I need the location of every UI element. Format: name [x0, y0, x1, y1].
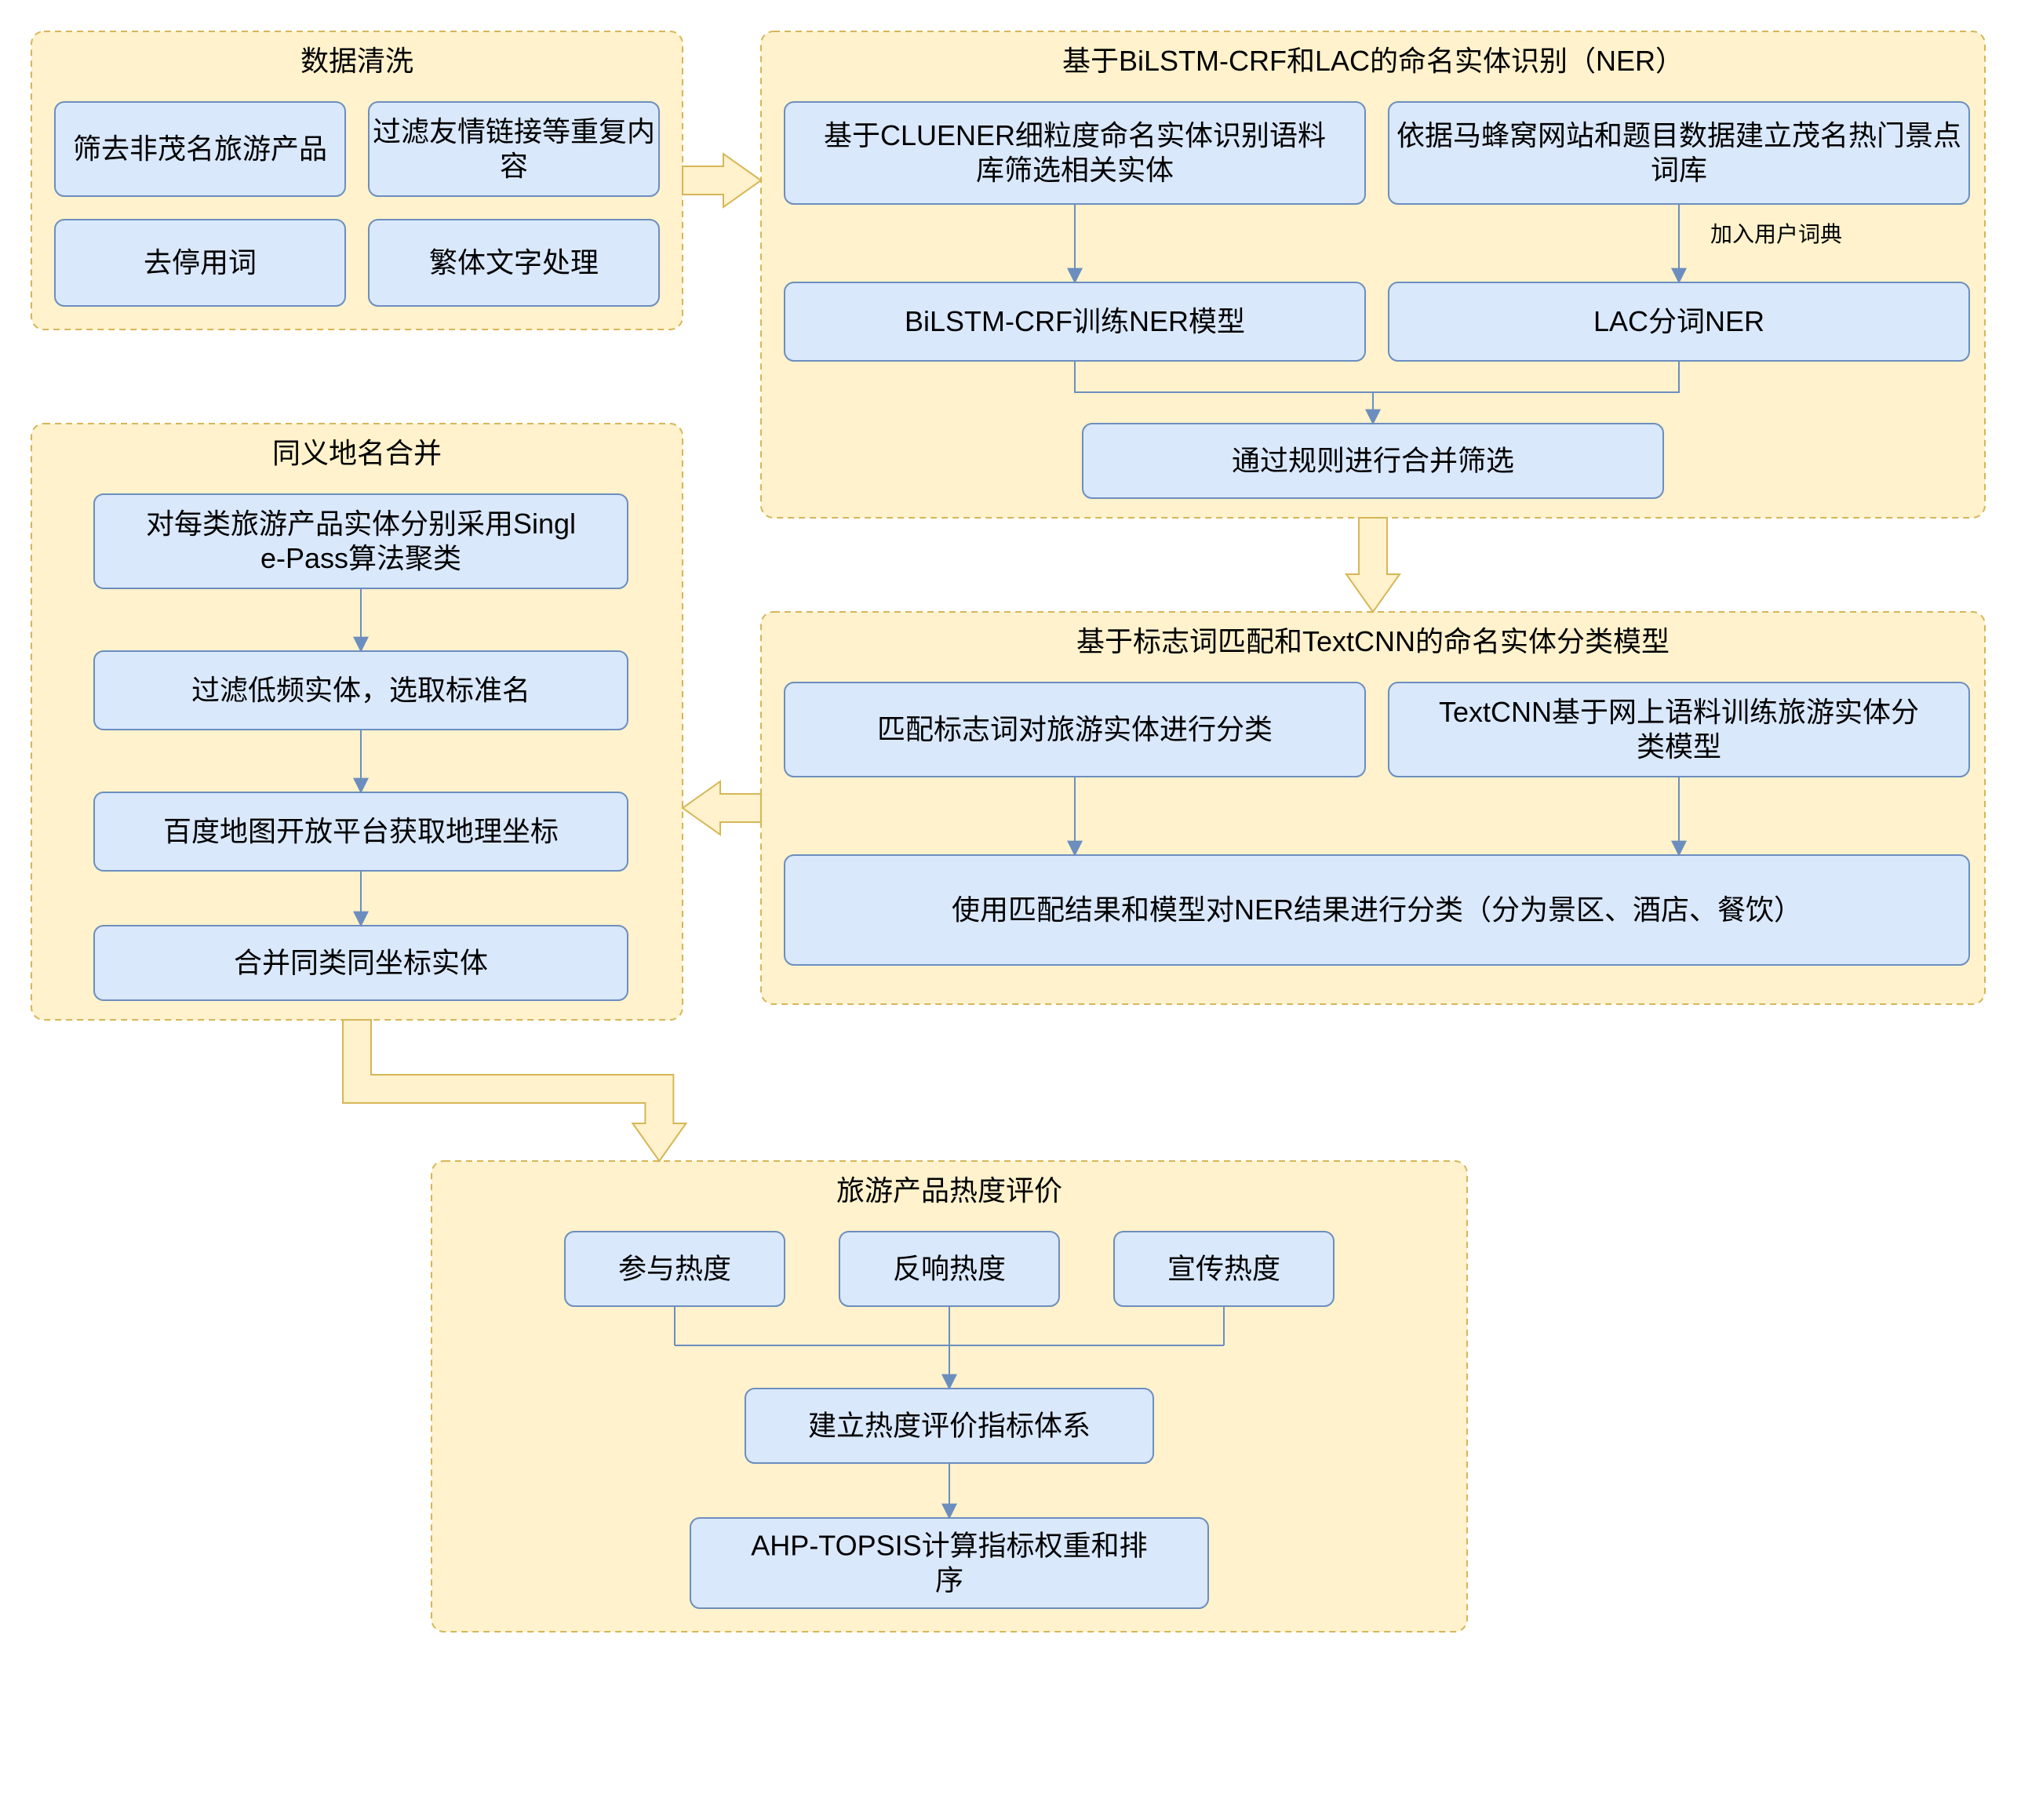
node-n2b [1389, 102, 1969, 204]
svg-text:参与热度: 参与热度 [618, 1253, 731, 1285]
node-label-n1c: 去停用词 [144, 246, 257, 278]
svg-text:建立热度评价指标体系: 建立热度评价指标体系 [808, 1410, 1091, 1442]
big-arrow-g4-g3 [683, 781, 761, 835]
node-n2a [785, 102, 1365, 204]
svg-text:繁体文字处理: 繁体文字处理 [429, 246, 599, 278]
svg-text:反响热度: 反响热度 [893, 1253, 1006, 1285]
group-title-g1: 数据清洗 [300, 45, 413, 77]
node-label-n5b: 反响热度 [893, 1253, 1006, 1285]
svg-text:容: 容 [500, 150, 528, 182]
node-label-n3d: 合并同类同坐标实体 [234, 947, 488, 979]
svg-text:BiLSTM-CRF训练NER模型: BiLSTM-CRF训练NER模型 [905, 305, 1245, 337]
group-title-g4: 基于标志词匹配和TextCNN的命名实体分类模型 [1076, 625, 1670, 657]
svg-text:类模型: 类模型 [1637, 730, 1721, 763]
svg-text:百度地图开放平台获取地理坐标: 百度地图开放平台获取地理坐标 [163, 815, 559, 847]
svg-text:词库: 词库 [1651, 154, 1707, 186]
svg-text:使用匹配结果和模型对NER结果进行分类（分为景区、酒店、餐饮: 使用匹配结果和模型对NER结果进行分类（分为景区、酒店、餐饮） [952, 894, 1802, 926]
node-label-n1a: 筛去非茂名旅游产品 [73, 133, 327, 165]
svg-text:AHP-TOPSIS计算指标权重和排: AHP-TOPSIS计算指标权重和排 [751, 1530, 1147, 1562]
svg-text:通过规则进行合并筛选: 通过规则进行合并筛选 [1232, 445, 1514, 477]
node-label-n2e: 通过规则进行合并筛选 [1232, 445, 1514, 477]
node-label-n5d: 建立热度评价指标体系 [808, 1410, 1091, 1442]
group-title-g3: 同义地名合并 [272, 437, 442, 469]
group-title-g2: 基于BiLSTM-CRF和LAC的命名实体识别（NER） [1062, 45, 1684, 77]
svg-text:过滤低频实体，选取标准名: 过滤低频实体，选取标准名 [191, 674, 530, 706]
node-label-n3c: 百度地图开放平台获取地理坐标 [163, 815, 559, 847]
node-label-n2c: BiLSTM-CRF训练NER模型 [905, 305, 1245, 337]
group-title-g5: 旅游产品热度评价 [836, 1174, 1062, 1207]
svg-text:去停用词: 去停用词 [144, 246, 257, 278]
svg-text:TextCNN基于网上语料训练旅游实体分: TextCNN基于网上语料训练旅游实体分 [1439, 696, 1919, 728]
big-arrow-g3-g5 [343, 1020, 686, 1161]
svg-text:过滤友情链接等重复内: 过滤友情链接等重复内 [373, 115, 655, 147]
svg-text:库筛选相关实体: 库筛选相关实体 [976, 154, 1174, 186]
node-label-n4c: 使用匹配结果和模型对NER结果进行分类（分为景区、酒店、餐饮） [952, 894, 1802, 926]
node-label-n5a: 参与热度 [618, 1253, 731, 1285]
edge-label-user-dict: 加入用户词典 [1710, 222, 1842, 246]
svg-text:e-Pass算法聚类: e-Pass算法聚类 [260, 542, 461, 574]
svg-text:筛去非茂名旅游产品: 筛去非茂名旅游产品 [73, 133, 327, 165]
svg-text:基于CLUENER细粒度命名实体识别语料: 基于CLUENER细粒度命名实体识别语料 [824, 119, 1326, 151]
node-label-n3b: 过滤低频实体，选取标准名 [191, 674, 530, 706]
svg-text:匹配标志词对旅游实体进行分类: 匹配标志词对旅游实体进行分类 [877, 713, 1273, 745]
big-arrow-g2-g4 [1346, 518, 1400, 612]
big-arrow-g1-g2 [683, 154, 761, 207]
svg-text:合并同类同坐标实体: 合并同类同坐标实体 [234, 947, 488, 979]
svg-text:LAC分词NER: LAC分词NER [1593, 305, 1764, 337]
svg-text:依据马蜂窝网站和题目数据建立茂名热门景点: 依据马蜂窝网站和题目数据建立茂名热门景点 [1396, 119, 1961, 151]
node-label-n5c: 宣传热度 [1167, 1253, 1280, 1285]
svg-text:序: 序 [935, 1564, 963, 1596]
node-label-n1d: 繁体文字处理 [429, 246, 599, 278]
svg-text:宣传热度: 宣传热度 [1167, 1253, 1280, 1285]
svg-text:对每类旅游产品实体分别采用Singl: 对每类旅游产品实体分别采用Singl [146, 508, 576, 540]
node-label-n4a: 匹配标志词对旅游实体进行分类 [877, 713, 1273, 745]
node-label-n2d: LAC分词NER [1593, 305, 1764, 337]
